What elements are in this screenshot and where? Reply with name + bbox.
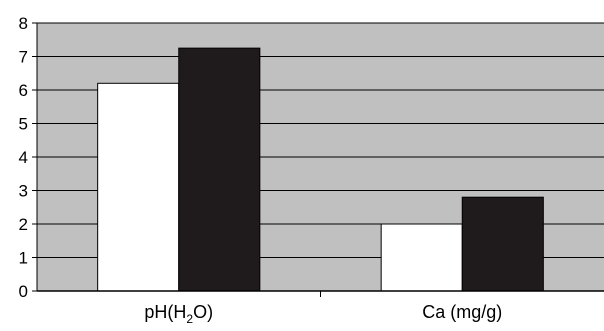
y-tick-label: 4 [19, 148, 28, 167]
x-tick-label-base: Ca (mg/g) [422, 302, 502, 322]
bars [97, 47, 544, 292]
x-tick-label-base: pH(H [144, 302, 186, 322]
bar-series1-cat2 [380, 223, 463, 292]
x-tick-label: Ca (mg/g) [422, 302, 502, 322]
y-tick-label: 7 [19, 48, 28, 67]
bar-series2-cat1 [178, 47, 261, 292]
bar-series2-cat2 [461, 196, 544, 292]
axes [32, 22, 604, 297]
y-tick-label: 1 [19, 249, 28, 268]
x-tick-label: pH(H2O) [144, 302, 213, 326]
y-tick-label: 5 [19, 115, 28, 134]
y-tick-label: 2 [19, 215, 28, 234]
x-tick-labels: pH(H2O) Ca (mg/g) [144, 302, 502, 326]
y-tick-label: 8 [19, 14, 28, 33]
y-tick-label: 3 [19, 182, 28, 201]
x-tick-label-rest: O) [193, 302, 213, 322]
y-tick-labels: 0 1 2 3 4 5 6 7 8 [19, 14, 28, 301]
y-tick-label: 6 [19, 81, 28, 100]
bar-series1-cat1 [97, 82, 180, 292]
x-tick-label-subscript: 2 [186, 312, 193, 326]
y-tick-label: 0 [19, 282, 28, 301]
